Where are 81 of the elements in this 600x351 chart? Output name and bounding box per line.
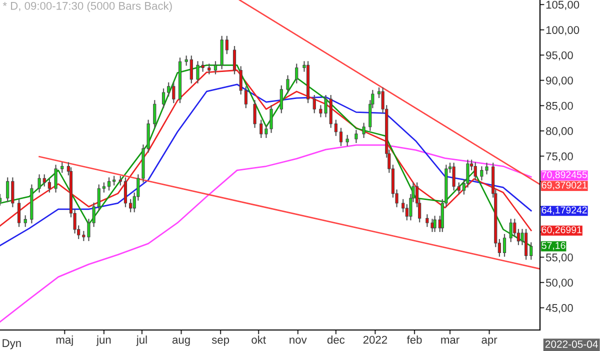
candlestick: [312, 94, 316, 114]
candlestick: [184, 55, 188, 66]
candlestick: [232, 45, 236, 75]
candlestick: [239, 66, 242, 96]
candlestick: [129, 198, 132, 213]
candlestick: [17, 198, 21, 228]
candlestick: [524, 228, 528, 260]
candlestick: [260, 119, 263, 139]
candlestick: [452, 162, 456, 192]
y-tick-label: 105,00: [546, 0, 580, 10]
x-tick-label: jun: [96, 336, 111, 346]
candlestick: [153, 100, 156, 128]
x-tick-label: apr: [482, 338, 498, 346]
y-tick-label: 80,00: [546, 127, 573, 136]
candlestick: [280, 84, 283, 114]
candlestick: [60, 162, 64, 174]
candlestick: [24, 214, 27, 228]
annotation: 57,16: [542, 242, 566, 250]
x-tick-label: 2022: [363, 336, 388, 344]
y-tick-label: 50,00: [546, 278, 573, 288]
candlestick: [244, 86, 248, 109]
chart-title: * D, 09:00-17:30 (5000 Bars Back): [2, 2, 172, 12]
x-tick-label: jul: [136, 336, 147, 346]
y-tick-label: 45,00: [546, 304, 573, 314]
x-tick-label: dec: [327, 336, 345, 344]
x-tick-label: mar: [441, 338, 460, 344]
annotation: 69,379021: [542, 182, 587, 190]
candlestick: [54, 164, 58, 194]
y-tick-label: 75,00: [546, 152, 573, 162]
candlestick: [502, 233, 506, 258]
candlestick: [334, 119, 338, 136]
y-tick-label: 85,00: [546, 102, 573, 112]
annotation: 64,179242: [542, 206, 587, 215]
x-tick-label: sep: [212, 338, 230, 346]
candlestick: [286, 74, 290, 94]
text: 2022-05-04: [545, 340, 598, 348]
candlestick: [433, 215, 436, 233]
x-tick-label: maj: [56, 336, 73, 346]
candlestick: [295, 63, 298, 84]
candlestick: [162, 88, 166, 109]
candlestick: [42, 174, 46, 188]
candlestick: [509, 218, 512, 243]
candlestick: [339, 127, 343, 147]
candlestick: [474, 162, 477, 181]
candlestick: [426, 214, 429, 228]
candlestick: [172, 82, 176, 104]
annotation: 60,26991: [542, 226, 582, 234]
text: Dyn: [2, 339, 21, 350]
candlestick: [6, 176, 10, 203]
candlestick: [124, 176, 128, 208]
x-tick-label: nov: [290, 338, 307, 344]
candlestick: [362, 122, 366, 139]
candlestick: [190, 55, 193, 84]
candlestick: [402, 198, 405, 213]
x-tick-label: feb: [406, 336, 422, 344]
candlestick: [112, 175, 116, 186]
candlestick: [530, 242, 533, 260]
candlestick: [11, 176, 14, 208]
candlestick: [208, 63, 211, 75]
candlestick: [214, 60, 218, 75]
annotation: 70,892455: [542, 171, 587, 180]
candlestick: [225, 35, 228, 55]
y-tick-label: 55,00: [546, 253, 573, 263]
candlestick: [354, 129, 358, 144]
line-series: [0, 144, 532, 323]
candlestick: [38, 174, 41, 194]
x-tick-label: okt: [252, 336, 266, 344]
x-tick-label: aug: [172, 338, 190, 346]
candlestick: [253, 100, 256, 128]
candlestick: [48, 178, 51, 194]
y-tick-label: 90,00: [546, 76, 573, 86]
candlestick: [97, 184, 100, 212]
y-tick-label: 100,00: [546, 26, 580, 36]
candlestick: [167, 82, 170, 98]
candlestick: [102, 182, 106, 194]
candlestick: [107, 176, 111, 192]
candlestick: [346, 134, 349, 147]
candlestick: [457, 182, 460, 196]
y-tick-label: 95,00: [546, 51, 573, 61]
candlestick: [513, 218, 516, 238]
candlestick: [118, 175, 122, 186]
